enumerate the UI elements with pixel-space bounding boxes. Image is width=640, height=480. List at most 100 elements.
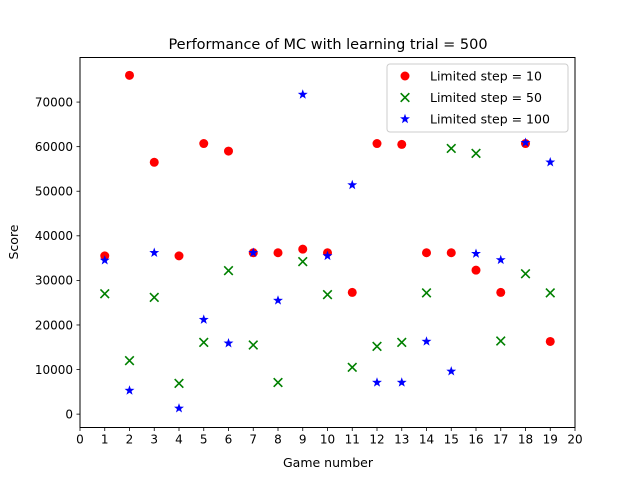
data-point — [545, 288, 556, 298]
legend-marker — [400, 113, 410, 124]
data-point — [174, 378, 184, 389]
data-point — [273, 248, 283, 258]
data-point — [422, 248, 431, 258]
data-point — [149, 292, 160, 303]
data-point — [124, 355, 135, 366]
data-point — [297, 89, 308, 99]
x-tick-label: 18 — [518, 433, 533, 447]
legend-label: Limited step = 10 — [430, 69, 542, 84]
data-point — [421, 288, 432, 298]
y-tick-label: 0 — [65, 407, 73, 421]
legend-label: Limited step = 100 — [430, 112, 550, 127]
y-tick-label: 20000 — [35, 318, 73, 332]
x-tick-label: 14 — [419, 433, 434, 447]
data-point — [99, 288, 110, 299]
data-point — [446, 366, 457, 376]
y-tick-label: 60000 — [35, 140, 73, 154]
x-tick-label: 9 — [299, 433, 307, 447]
data-point — [396, 337, 407, 348]
x-tick-label: 17 — [493, 433, 508, 447]
data-point — [298, 244, 308, 254]
data-point — [198, 337, 209, 348]
x-axis: 0 1 2 3 4 5 6 7 8 9 10 11 12 13 14 15 16 17 18 19 20 — [76, 427, 583, 447]
legend-marker — [400, 71, 410, 81]
x-tick-label: 19 — [543, 433, 558, 447]
data-point — [248, 340, 259, 350]
legend-entry: Limited step = 10 — [400, 69, 542, 84]
x-tick-label: 20 — [567, 433, 582, 447]
legend-entry: Limited step = 100 — [400, 112, 550, 127]
x-tick-label: 16 — [468, 433, 483, 447]
x-tick-label: 11 — [345, 433, 360, 447]
data-point — [446, 248, 456, 258]
data-point — [198, 314, 209, 324]
x-tick-label: 6 — [225, 433, 233, 447]
x-tick-label: 15 — [444, 433, 459, 447]
data-point — [495, 254, 506, 265]
x-tick-label: 7 — [249, 433, 257, 447]
data-point — [322, 250, 333, 261]
data-point — [520, 268, 531, 279]
x-axis-label: Game number — [283, 455, 374, 470]
y-tick-label: 40000 — [35, 229, 73, 243]
x-tick-label: 5 — [200, 433, 208, 447]
x-tick-label: 2 — [126, 433, 134, 447]
data-point — [545, 157, 556, 167]
data-point — [273, 295, 283, 305]
data-point — [347, 287, 357, 297]
data-point — [149, 157, 159, 167]
data-point — [322, 289, 333, 300]
series-3 — [99, 89, 556, 413]
data-point — [199, 139, 209, 149]
data-point — [297, 256, 308, 267]
data-point — [124, 385, 135, 395]
data-point — [495, 336, 506, 346]
data-point — [347, 362, 358, 373]
legend-entry: Limited step = 50 — [400, 90, 542, 105]
data-point — [496, 287, 506, 297]
x-tick-label: 8 — [274, 433, 282, 447]
x-tick-label: 12 — [369, 433, 384, 447]
data-point — [99, 255, 110, 265]
data-point — [372, 377, 382, 387]
data-point — [396, 377, 407, 387]
data-point — [223, 265, 234, 276]
data-point — [347, 179, 358, 190]
chart-title: Performance of MC with learning trial = … — [168, 37, 487, 53]
legend-box — [386, 63, 569, 133]
x-tick-label: 4 — [175, 433, 183, 447]
data-point — [273, 377, 283, 388]
y-axis-label: Score — [6, 224, 21, 259]
data-point — [372, 139, 382, 149]
y-tick-label: 70000 — [35, 95, 73, 109]
data-point — [446, 143, 457, 154]
data-point — [174, 403, 184, 413]
x-tick-label: 3 — [150, 433, 158, 447]
data-point — [471, 148, 481, 159]
data-point — [248, 247, 259, 257]
data-point — [372, 341, 382, 352]
y-tick-label: 30000 — [35, 274, 73, 288]
data-point — [520, 137, 531, 147]
x-tick-label: 1 — [101, 433, 109, 447]
data-point — [125, 70, 134, 80]
data-point — [224, 146, 233, 156]
y-axis: 0 10000 20000 30000 40000 50000 60000 70000 — [35, 95, 80, 421]
series-2 — [99, 143, 556, 389]
data-point — [174, 251, 184, 261]
x-tick-label: 0 — [76, 433, 84, 447]
legend: Limited step = 10 Limited step = 50 Limite… — [386, 63, 569, 133]
y-tick-label: 10000 — [35, 363, 73, 377]
data-point — [421, 336, 432, 346]
data-point — [223, 338, 234, 348]
plot-marks — [99, 70, 556, 413]
data-point — [397, 139, 407, 149]
legend-label: Limited step = 50 — [430, 90, 542, 105]
y-tick-label: 50000 — [35, 185, 73, 199]
legend-marker — [400, 92, 410, 103]
x-tick-label: 10 — [320, 433, 335, 447]
x-tick-label: 13 — [394, 433, 409, 447]
data-point — [545, 336, 555, 346]
data-point — [471, 248, 481, 258]
